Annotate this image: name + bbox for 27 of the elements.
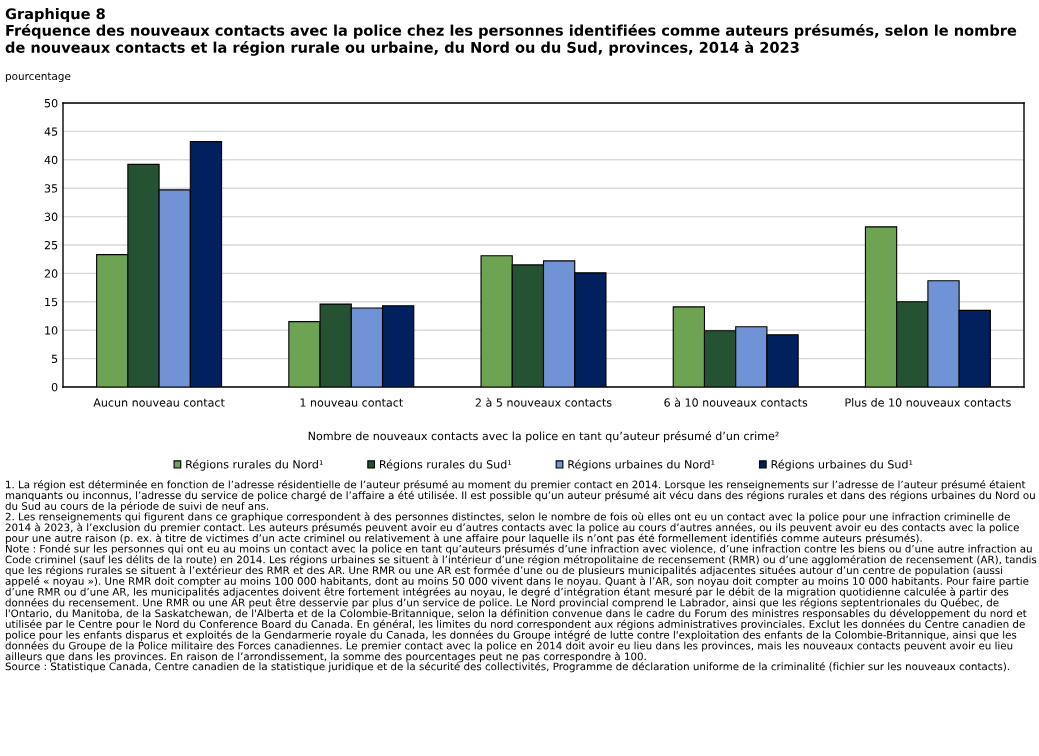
y-tick-label: 5 <box>51 354 58 363</box>
chart-subtitle: Fréquence des nouveaux contacts avec la police chez les personnes identifiées comme auteurs présumés, selon le nombre de nouveaux contacts et la région rurale ou urbaine, du Nord ou du Sud, provinces, 2014 à 2023 <box>5 24 1017 56</box>
y-tick-label: 45 <box>44 127 58 136</box>
text: 2. Les renseignements qui figurent dans ce graphique correspondent à des personnes distinctes, selon le nombre de fois où elles ont eu un contact avec la police pour une infraction criminelle de 2014 à 2023, à l’exclusion du premier contact. Les auteurs présumés peuvent avoir eu d’autres contacts avec la police au cours d’autres années, ou ils peuvent avoir eu des contacts avec la police pour une autre raison (p. ex. à titre de victimes d’un acte criminel ou relativement à une affaire pour laquelle ils n’ont pas été formellement identifiés comme auteurs présumés). <box>5 512 1019 544</box>
y-tick-label: 10 <box>45 326 58 335</box>
x-tick-label: 1 nouveau contact <box>300 398 403 407</box>
text: 1. La région est déterminée en fonction de l’adresse résidentielle de l’auteur présumé au moment du premier contact en 2014. Lorsque les renseignements sur l’adresse de l’auteur présumé étaient manquants ou inconnus, l’adresse du service de police chargé de l’affaire a été utilisée. Il est possible qu’un auteur présumé ait vécu dans des régions rurales et dans des régions urbaines du Nord ou du Sud au cours de la période de suivi de neuf ans. <box>5 480 1035 512</box>
x-tick-label: 6 à 10 nouveaux contacts <box>664 397 808 407</box>
chart-title: Graphique 8 <box>5 8 105 23</box>
y-tick-label: 25 <box>44 240 58 250</box>
y-tick-label: 0 <box>51 382 58 392</box>
y-tick-label: 30 <box>44 212 58 221</box>
y-tick-label: 35 <box>44 184 58 193</box>
legend-label: Régions urbaines du Sud¹ <box>771 459 913 471</box>
legend-label: Régions rurales du Sud¹ <box>380 459 512 471</box>
legend-label: Régions urbaines du Nord¹ <box>568 459 715 471</box>
y-axis-title: pourcentage <box>5 72 71 83</box>
y-tick-label: 50 <box>44 98 58 108</box>
x-tick-label: Plus de 10 nouveaux contacts <box>845 398 1011 407</box>
y-tick-label: 40 <box>44 155 58 165</box>
y-tick-label: 15 <box>45 297 58 307</box>
x-axis-title: Nombre de nouveaux contacts avec la police en tant qu’auteur présumé d’un crime² <box>308 431 779 443</box>
legend-label: Régions rurales du Nord¹ <box>186 459 323 471</box>
text: Note : Fondé sur les personnes qui ont eu au moins un contact avec la police en tant qu’auteurs présumés d’une infraction avec violence, d’une infraction contre les biens ou d’une autre infraction au Code criminel (sauf les délits de la route) en 2014. Les régions urbaines se situent à l’intérieur d’une région métropolitaine de recensement (RMR) ou d’une agglomération de recensement (AR), tandis que les régions rurales se situent à l’extérieur des RMR et des AR. Une RMR ou une AR est formée d’une ou de plusieurs municipalités adjacentes situées autour d’un centre de population (aussi appelé « noyau »). Une RMR doit compter au moins 100 000 habitants, dont au moins 50 000 vivent dans le noyau. Quant à l’AR, son noyau doit compter au moins 10 000 habitants. Pour faire partie d’une RMR ou d’une AR, les municipalités adjacentes doivent être fortement intégrées au noyau, le degré d’intégration étant mesuré par le débit de la migration quotidienne calculée à partir des données du recensement. Une RMR ou une AR peut être desservie par plus d’un service de police. Le Nord provincial comprend le Labrador, ainsi que les régions septentrionales du Québec, de l'Ontario, du Manitoba, de la Saskatchewan, de l'Alberta et de la Colombie-Britannique, selon la définition convenue dans le cadre du Forum des ministres responsables du développement du nord et utilisée par le Centre pour le Nord du Conference Board du Canada. En général, les limites du nord correspondent aux régions administratives provinciales. Exclut les données du Centre canadien de police pour les enfants disparus et exploités de la Gendarmerie royale du Canada, les données du Groupe intégré de lutte contre l'exploitation des enfants de la Colombie-Britannique, ainsi que les données du Groupe de la Police militaire des Forces canadiennes. Le premier contact avec la police en 2014 doit avoir eu lieu dans les provinces, mais les nouveaux contacts peuvent avoir eu lieu ailleurs que dans les provinces. En raison de l’arrondissement, la somme des pourcentages peut ne pas correspondre à 100. <box>5 544 1037 663</box>
y-tick-label: 20 <box>44 269 58 278</box>
x-tick-label: 2 à 5 nouveaux contacts <box>475 397 612 407</box>
x-tick-label: Aucun nouveau contact <box>93 398 225 407</box>
